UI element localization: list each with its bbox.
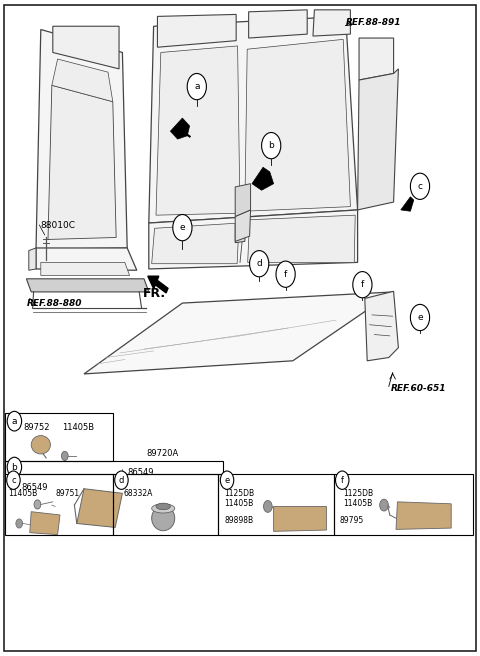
Polygon shape: [36, 248, 137, 270]
Text: b: b: [12, 462, 17, 472]
Text: 68332A: 68332A: [124, 489, 153, 499]
Text: 11405B: 11405B: [343, 499, 372, 508]
Circle shape: [410, 173, 430, 199]
Polygon shape: [152, 223, 239, 264]
Polygon shape: [149, 210, 358, 269]
Ellipse shape: [152, 506, 175, 531]
Polygon shape: [396, 502, 451, 529]
Polygon shape: [235, 184, 251, 216]
Circle shape: [187, 73, 206, 100]
Polygon shape: [235, 223, 246, 243]
Text: REF.60-651: REF.60-651: [391, 384, 447, 393]
Polygon shape: [149, 16, 358, 223]
Polygon shape: [157, 14, 236, 47]
Circle shape: [34, 500, 41, 509]
Text: 11405B: 11405B: [9, 489, 38, 499]
Ellipse shape: [156, 503, 170, 510]
Polygon shape: [359, 38, 394, 80]
Polygon shape: [77, 489, 122, 527]
Circle shape: [119, 477, 126, 487]
Polygon shape: [48, 85, 116, 239]
Text: a: a: [194, 82, 200, 91]
Text: REF.88-891: REF.88-891: [346, 18, 401, 28]
Circle shape: [7, 411, 22, 431]
Circle shape: [173, 215, 192, 241]
Text: REF.88-880: REF.88-880: [26, 298, 82, 308]
Polygon shape: [274, 506, 326, 531]
Circle shape: [250, 251, 269, 277]
Polygon shape: [358, 69, 398, 210]
FancyArrow shape: [148, 276, 168, 293]
Text: a: a: [12, 417, 17, 426]
Text: b: b: [268, 141, 274, 150]
Polygon shape: [365, 291, 398, 361]
Text: 11405B: 11405B: [225, 499, 254, 508]
Polygon shape: [313, 10, 350, 36]
Text: 86549: 86549: [127, 468, 154, 478]
Circle shape: [276, 261, 295, 287]
Circle shape: [264, 501, 272, 512]
Bar: [5, 461, 223, 474]
Circle shape: [262, 133, 281, 159]
Text: e: e: [225, 476, 229, 485]
Polygon shape: [36, 30, 127, 249]
Circle shape: [353, 272, 372, 298]
Polygon shape: [52, 59, 113, 102]
Polygon shape: [245, 39, 350, 211]
Bar: [113, 474, 218, 535]
Circle shape: [410, 304, 430, 331]
Polygon shape: [41, 262, 130, 276]
Polygon shape: [156, 46, 240, 215]
Text: 89795: 89795: [340, 516, 364, 525]
Polygon shape: [248, 215, 355, 262]
Text: 89752: 89752: [23, 423, 49, 432]
Text: c: c: [418, 182, 422, 191]
Polygon shape: [170, 118, 190, 139]
Text: 88010C: 88010C: [41, 221, 76, 230]
Circle shape: [220, 471, 234, 489]
Polygon shape: [252, 167, 274, 190]
Circle shape: [336, 471, 349, 489]
Text: 89898B: 89898B: [225, 516, 254, 525]
Bar: [334, 474, 473, 535]
Polygon shape: [401, 197, 414, 211]
Text: f: f: [284, 270, 287, 279]
Text: 89720A: 89720A: [146, 449, 179, 459]
Circle shape: [16, 519, 23, 528]
Circle shape: [61, 451, 68, 461]
Polygon shape: [30, 512, 60, 535]
Text: 1125DB: 1125DB: [343, 489, 373, 499]
Text: 11405B: 11405B: [62, 423, 95, 432]
Ellipse shape: [152, 504, 175, 513]
Text: c: c: [11, 476, 16, 485]
Polygon shape: [29, 248, 36, 270]
Circle shape: [7, 471, 20, 489]
Text: e: e: [417, 313, 423, 322]
Polygon shape: [26, 279, 149, 292]
Circle shape: [43, 232, 49, 240]
Polygon shape: [84, 292, 394, 374]
Bar: [218, 474, 334, 535]
Polygon shape: [235, 210, 251, 241]
Text: 1125DB: 1125DB: [225, 489, 255, 499]
Ellipse shape: [31, 436, 50, 454]
Text: 89751: 89751: [55, 489, 79, 499]
Text: f: f: [341, 476, 344, 485]
Bar: [5, 413, 113, 461]
Circle shape: [380, 499, 388, 511]
Circle shape: [115, 471, 128, 489]
Polygon shape: [53, 26, 119, 69]
Text: f: f: [361, 280, 364, 289]
Polygon shape: [249, 10, 307, 38]
Bar: [5, 474, 113, 535]
Text: FR.: FR.: [143, 287, 166, 300]
Text: d: d: [119, 476, 124, 485]
Text: e: e: [180, 223, 185, 232]
Text: 86549: 86549: [22, 483, 48, 493]
Text: d: d: [256, 259, 262, 268]
Circle shape: [7, 457, 22, 477]
